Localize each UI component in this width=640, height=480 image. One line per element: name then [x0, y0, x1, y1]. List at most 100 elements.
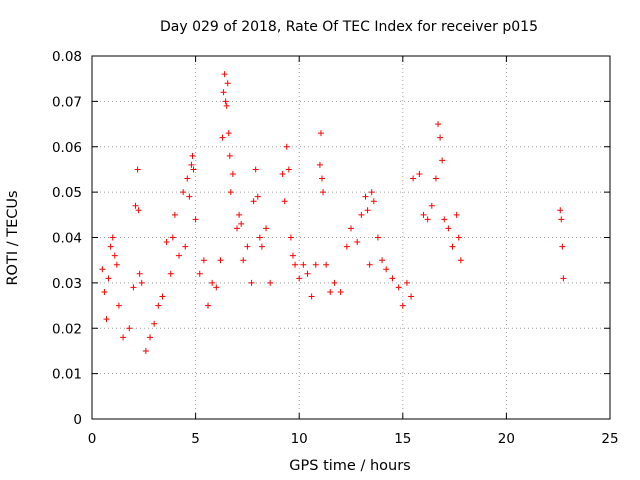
data-point [348, 225, 354, 232]
x-tick-label: 5 [191, 431, 200, 447]
data-point [267, 279, 274, 286]
data-point [209, 279, 216, 286]
data-point [279, 170, 286, 177]
data-point [403, 279, 410, 286]
data-point [196, 270, 203, 277]
data-point [399, 302, 406, 309]
data-point [320, 189, 327, 196]
x-tick-label: 25 [601, 431, 618, 447]
data-point [138, 279, 145, 286]
data-point [236, 211, 243, 218]
data-point [263, 225, 270, 232]
y-tick-label: 0 [73, 412, 82, 428]
data-point [182, 243, 189, 250]
data-point [441, 216, 448, 223]
data-point [389, 275, 396, 282]
data-point [176, 252, 183, 259]
y-tick-label: 0.06 [52, 140, 82, 156]
data-point [190, 166, 197, 173]
data-point [155, 302, 162, 309]
data-point [358, 211, 365, 218]
data-point [147, 334, 154, 341]
data-point [171, 211, 178, 218]
x-tick-label: 0 [88, 431, 97, 447]
data-point [420, 211, 427, 218]
data-point [327, 288, 334, 295]
data-point [437, 134, 444, 141]
data-point [285, 166, 292, 173]
data-point [445, 225, 452, 232]
data-point [136, 270, 143, 277]
data-point [200, 257, 207, 264]
data-point [439, 157, 446, 164]
data-point [300, 261, 307, 268]
y-tick-label: 0.08 [52, 49, 82, 65]
data-point [229, 170, 236, 177]
x-tick-labels: 0 5 10 15 20 25 [88, 431, 619, 447]
data-point [331, 279, 338, 286]
data-point [188, 161, 195, 168]
data-point [227, 189, 234, 196]
data-point [169, 234, 176, 241]
data-point [457, 257, 464, 264]
y-tick-label: 0.02 [52, 321, 82, 337]
data-point [252, 166, 259, 173]
data-point [130, 284, 137, 291]
data-point [416, 170, 423, 177]
data-point [217, 257, 224, 264]
data-point [221, 71, 228, 78]
data-point [256, 234, 263, 241]
data-point [151, 320, 158, 327]
data-point [113, 261, 120, 268]
data-point [205, 302, 212, 309]
data-point [244, 243, 251, 250]
data-point [410, 175, 417, 182]
data-point [240, 257, 247, 264]
data-point [109, 234, 116, 241]
data-point [449, 243, 456, 250]
chart-title: Day 029 of 2018, Rate Of TEC Index for r… [160, 19, 538, 35]
data-point [115, 302, 122, 309]
data-point [560, 275, 567, 282]
data-point [354, 239, 361, 246]
data-point [374, 234, 381, 241]
data-point [248, 279, 255, 286]
data-point [167, 270, 174, 277]
data-point [366, 261, 373, 268]
data-point [281, 198, 288, 205]
data-point [111, 252, 118, 259]
data-point [222, 98, 229, 105]
data-point [192, 216, 199, 223]
data-point [428, 202, 435, 209]
data-point [308, 293, 315, 300]
data-point [184, 175, 191, 182]
data-point [258, 243, 265, 250]
data-point [364, 207, 371, 214]
data-point [453, 211, 460, 218]
data-point [432, 175, 439, 182]
data-point [186, 193, 193, 200]
y-tick-labels: 0 0.01 0.02 0.03 0.04 0.05 0.06 0.07 0.08 [52, 49, 82, 428]
data-point [234, 225, 241, 232]
x-tick-label: 10 [291, 431, 308, 447]
data-point [99, 266, 106, 273]
data-points [99, 71, 567, 354]
data-point [318, 175, 325, 182]
data-point [316, 161, 323, 168]
data-point [120, 334, 127, 341]
y-axis-label: ROTI / TECUs [5, 190, 21, 285]
data-point [362, 193, 369, 200]
data-point [283, 143, 290, 150]
data-point [296, 275, 303, 282]
data-point [226, 152, 233, 159]
y-tick-label: 0.07 [52, 94, 82, 110]
data-point [223, 102, 230, 109]
data-point [189, 152, 196, 159]
data-point [312, 261, 319, 268]
data-point [383, 266, 390, 273]
data-point [163, 239, 170, 246]
data-point [337, 288, 344, 295]
y-tick-label: 0.05 [52, 185, 82, 201]
data-point [370, 198, 377, 205]
